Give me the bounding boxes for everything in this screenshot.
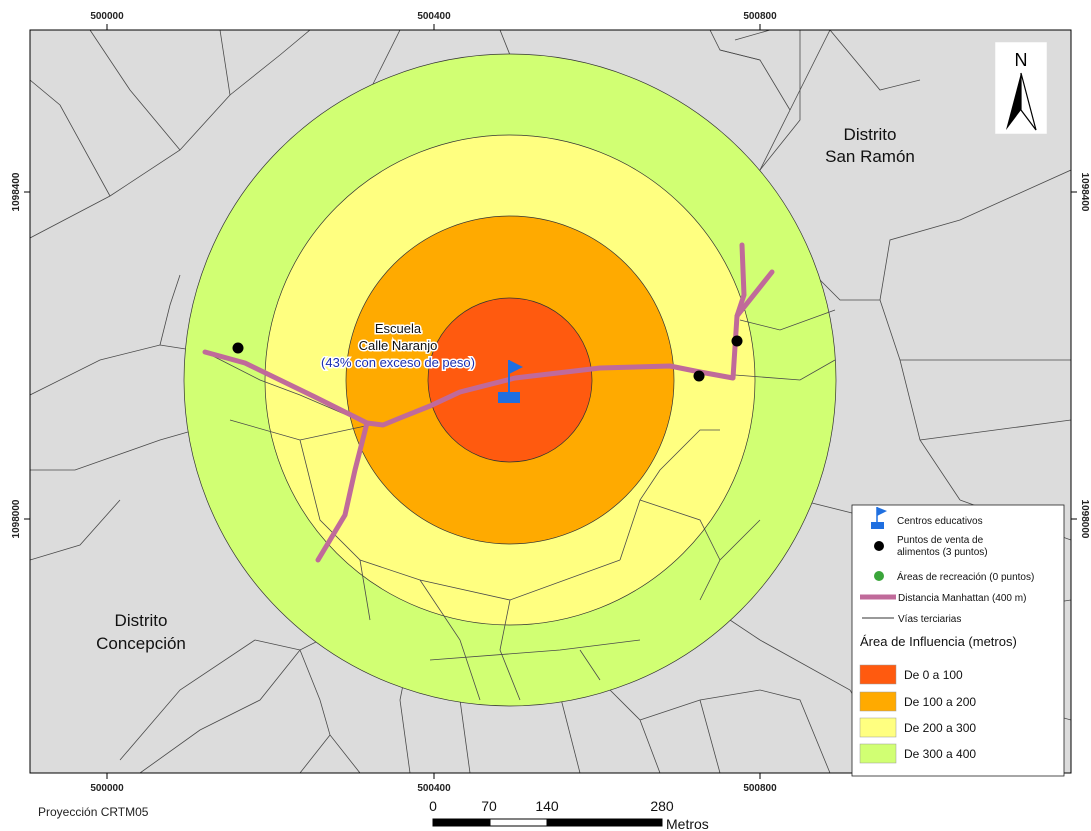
legend-label-manhattan: Distancia Manhattan (400 m) bbox=[898, 593, 1026, 604]
scale-tick-label: 70 bbox=[481, 798, 497, 814]
tertiary-roads-inside bbox=[204, 309, 836, 701]
projection-label: Proyección CRTM05 bbox=[38, 805, 149, 819]
food-point bbox=[232, 342, 244, 354]
legend-swatch-100-200 bbox=[859, 691, 897, 712]
right-tick-label: 1098400 bbox=[1079, 173, 1090, 212]
district-label-san-ramon-line2: San Ramón bbox=[825, 147, 915, 166]
scale-tick-label: 140 bbox=[535, 798, 559, 814]
district-label-concepcion-line1: Distrito bbox=[115, 611, 168, 630]
right-tick-label: 1098000 bbox=[1079, 500, 1090, 539]
bottom-tick-label: 500400 bbox=[417, 783, 451, 794]
legend-label-roads: Vías terciarias bbox=[898, 614, 961, 625]
scale-unit: Metros bbox=[666, 816, 709, 831]
top-tick-label: 500000 bbox=[90, 11, 124, 22]
legend-label-food-line1: Puntos de venta de bbox=[897, 535, 984, 546]
legend-class-label: De 200 a 300 bbox=[904, 721, 976, 735]
map-frame bbox=[29, 29, 1072, 774]
bottom-tick-label: 500000 bbox=[90, 783, 124, 794]
school-label-line2: Calle Naranjo bbox=[359, 338, 438, 353]
food-point bbox=[731, 335, 743, 347]
left-tick-label: 1098400 bbox=[11, 172, 22, 211]
scale-bar: 0 70 140 280 Metros bbox=[429, 798, 709, 831]
legend-label-recreation: Áreas de recreación (0 puntos) bbox=[897, 570, 1034, 583]
green-dot-icon bbox=[874, 571, 884, 581]
school-label: Escuela Calle Naranjo (43% con exceso de… bbox=[320, 320, 477, 372]
scale-tick-label: 0 bbox=[429, 798, 437, 814]
school-label-line3: (43% con exceso de peso) bbox=[321, 355, 475, 370]
district-label-concepcion-line2: Concepción bbox=[96, 634, 186, 653]
legend-class-label: De 0 a 100 bbox=[904, 668, 963, 682]
grid-tick-marks bbox=[24, 24, 1077, 779]
top-tick-label: 500800 bbox=[743, 11, 777, 22]
bottom-tick-label: 500800 bbox=[743, 783, 777, 794]
top-tick-label: 500400 bbox=[417, 11, 451, 22]
north-arrow: N bbox=[994, 41, 1048, 135]
north-arrow-icon bbox=[1006, 73, 1021, 130]
scale-tick-label: 280 bbox=[650, 798, 674, 814]
left-tick-label: 1098000 bbox=[11, 499, 22, 538]
school-flag-icon bbox=[498, 360, 523, 403]
legend-swatch-200-300 bbox=[859, 717, 897, 738]
north-arrow-label: N bbox=[1015, 50, 1028, 70]
legend-influence-title: Área de Influencia (metros) bbox=[860, 634, 1017, 649]
school-label-line1: Escuela bbox=[375, 321, 422, 336]
district-label-san-ramon-line1: Distrito bbox=[844, 125, 897, 144]
legend: Centros educativos Puntos de venta de al… bbox=[851, 504, 1065, 777]
manhattan-distance-route bbox=[202, 242, 775, 563]
food-point bbox=[693, 370, 705, 382]
legend-label-food-line2: alimentos (3 puntos) bbox=[897, 547, 988, 558]
legend-swatch-300-400 bbox=[859, 743, 897, 764]
school-flag-icon bbox=[871, 507, 887, 529]
legend-class-label: De 100 a 200 bbox=[904, 695, 976, 709]
legend-label-schools: Centros educativos bbox=[897, 516, 983, 527]
black-dot-icon bbox=[874, 541, 884, 551]
legend-swatch-0-100 bbox=[859, 664, 897, 685]
legend-class-label: De 300 a 400 bbox=[904, 747, 976, 761]
